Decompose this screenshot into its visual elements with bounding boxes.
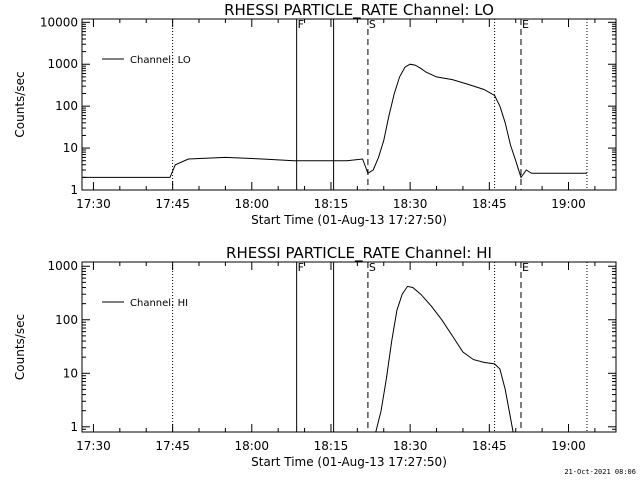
- footer-timestamp: 21-Oct-2021 08:06: [564, 468, 636, 476]
- chart-2-legend-label: Channel: HI: [130, 298, 188, 309]
- chart-1-y-tick-label: 100: [55, 99, 78, 113]
- chart-2-x-tick-label: 17:30: [76, 439, 111, 453]
- chart-1-marker-label: E: [522, 18, 529, 31]
- chart-1-y-tick-label: 10: [63, 141, 78, 155]
- chart-2-x-tick-label: 18:30: [393, 439, 428, 453]
- chart-1: RHESSI PARTICLE_RATE Channel: LO Counts/s…: [13, 1, 617, 227]
- chart-2-series-line: [375, 285, 514, 433]
- chart-2-x-tick-label: 18:00: [234, 439, 269, 453]
- chart-2-y-tick-label: 1: [70, 420, 78, 434]
- chart-1-x-tick-label: 17:45: [155, 197, 190, 211]
- chart-2-x-tick-label: 18:15: [314, 439, 349, 453]
- chart-1-x-tick-label: 18:30: [393, 197, 428, 211]
- chart-2: RHESSI PARTICLE_RATE Channel: HI Counts/s…: [13, 244, 617, 469]
- chart-2-y-tick-label: 100: [55, 313, 78, 327]
- chart-1-series-line: [82, 63, 587, 179]
- chart-1-marker-label: F: [298, 18, 304, 31]
- chart-2-x-tick-label: 17:45: [155, 439, 190, 453]
- chart-1-x-tick-label: 18:45: [472, 197, 507, 211]
- chart-1-x-tick-label: 17:30: [76, 197, 111, 211]
- chart-1-x-tick-label: 18:15: [314, 197, 349, 211]
- chart-2-y-tick-label: 1000: [47, 259, 78, 273]
- chart-1-title: RHESSI PARTICLE_RATE Channel: LO: [224, 1, 494, 20]
- chart-1-y-tick-label: 1000: [47, 57, 78, 71]
- chart-1-x-tick-label: 18:00: [234, 197, 269, 211]
- chart-1-x-tick-label: 19:00: [551, 197, 586, 211]
- chart-2-y-axis-label: Counts/sec: [13, 314, 27, 380]
- chart-1-y-tick-label: 1: [70, 183, 78, 197]
- chart-1-y-axis-label: Counts/sec: [13, 71, 27, 137]
- chart-1-x-axis-label: Start Time (01-Aug-13 17:27:50): [251, 213, 447, 227]
- chart-2-marker-label: F: [298, 261, 304, 274]
- chart-1-y-tick-label: 10000: [40, 15, 78, 29]
- chart-1-legend-label: Channel: LO: [130, 55, 191, 66]
- chart-2-marker-label: S: [369, 261, 376, 274]
- chart-2-x-tick-label: 19:00: [551, 439, 586, 453]
- chart-2-x-tick-label: 18:45: [472, 439, 507, 453]
- chart-1-plot-frame: [81, 18, 617, 191]
- chart-2-plot-frame: [81, 261, 617, 433]
- chart-2-y-tick-label: 10: [63, 366, 78, 380]
- chart-2-marker-label: E: [522, 261, 529, 274]
- chart-2-title: RHESSI PARTICLE_RATE Channel: HI: [226, 244, 492, 263]
- chart-2-x-axis-label: Start Time (01-Aug-13 17:27:50): [251, 455, 447, 469]
- chart-1-marker-label: S: [369, 18, 376, 31]
